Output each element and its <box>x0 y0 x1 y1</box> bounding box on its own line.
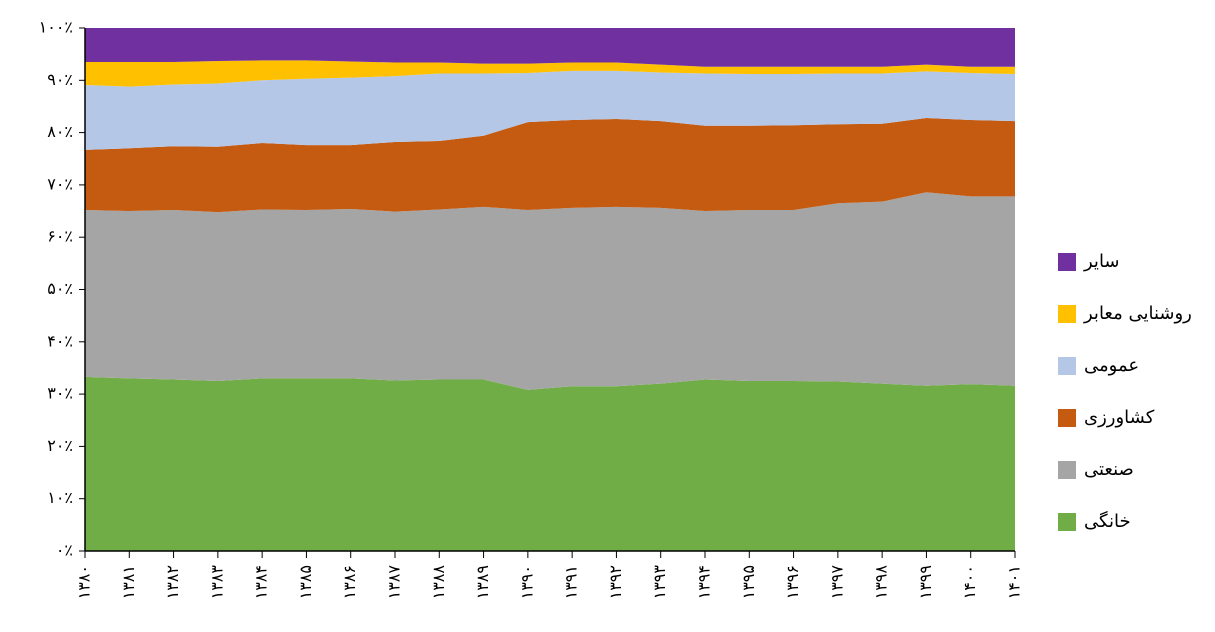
x-tick-label: ۱۳۹۸ <box>872 565 891 600</box>
x-tick-label: ۱۳۹۰ <box>517 565 536 599</box>
x-tick-label: ۱۳۸۱ <box>119 565 138 599</box>
x-tick-label: ۱۳۸۲ <box>163 565 182 599</box>
x-tick-label: ۱۴۰۱ <box>1005 565 1024 599</box>
x-tick-label: ۱۳۸۵ <box>296 565 315 599</box>
x-tick-label: ۱۳۸۶ <box>340 565 359 599</box>
x-tick-label: ۱۳۸۴ <box>252 565 271 599</box>
y-tick-label: ۱۰٪ <box>47 488 73 507</box>
y-tick-label: ۳۰٪ <box>47 384 73 403</box>
x-tick-label: ۱۳۹۵ <box>739 565 758 599</box>
legend-swatch <box>1058 253 1076 271</box>
x-tick-label: ۱۳۹۴ <box>695 565 714 599</box>
legend-label: سایر <box>1083 251 1120 272</box>
x-tick-label: ۱۳۹۱ <box>562 565 581 599</box>
legend-swatch <box>1058 513 1076 531</box>
legend-label: کشاورزی <box>1084 407 1155 428</box>
y-tick-label: ۴۰٪ <box>47 331 73 350</box>
y-tick-label: ۸۰٪ <box>47 122 73 141</box>
area <box>85 117 1015 213</box>
legend-label: صنعتی <box>1084 459 1134 480</box>
legend: خانگی صنعتی کشاورزی عمومی روشنایی معابر سایر <box>1058 251 1192 532</box>
x-tick-label: ۱۳۹۲ <box>606 565 625 599</box>
area <box>85 28 1015 67</box>
x-tick-label: ۱۳۸۳ <box>207 565 226 600</box>
area <box>85 376 1015 551</box>
x-tick-label: ۱۳۹۹ <box>916 565 935 599</box>
legend-swatch <box>1058 305 1076 323</box>
area <box>85 60 1015 87</box>
y-tick-label: ۵۰٪ <box>47 279 73 298</box>
x-tick-label: ۱۳۹۶ <box>783 565 802 599</box>
legend-swatch <box>1058 409 1076 427</box>
y-tick-label: ۶۰٪ <box>47 227 73 246</box>
legend-label: خانگی <box>1084 510 1131 532</box>
x-tick-label: ۱۴۰۰ <box>960 565 979 599</box>
x-tick-label: ۱۳۹۷ <box>827 565 846 600</box>
x-tick-label: ۱۳۸۹ <box>473 565 492 599</box>
legend-label: عمومی <box>1084 355 1139 376</box>
legend-label: روشنایی معابر <box>1083 303 1192 324</box>
y-tick-label: ۰٪ <box>56 541 73 560</box>
y-tick-label: ۹۰٪ <box>47 70 73 89</box>
area <box>85 70 1015 150</box>
y-tick-label: ۱۰۰٪ <box>39 18 73 37</box>
y-tick-label: ۷۰٪ <box>47 174 73 193</box>
x-tick-label: ۱۳۸۷ <box>385 565 404 600</box>
legend-swatch <box>1058 357 1076 375</box>
x-tick-label: ۱۳۹۳ <box>650 565 669 600</box>
legend-swatch <box>1058 461 1076 479</box>
x-tick-label: ۱۳۸۸ <box>429 565 448 600</box>
x-tick-label: ۱۳۸۰ <box>75 565 94 599</box>
area <box>85 192 1015 390</box>
y-tick-label: ۲۰٪ <box>47 436 73 455</box>
